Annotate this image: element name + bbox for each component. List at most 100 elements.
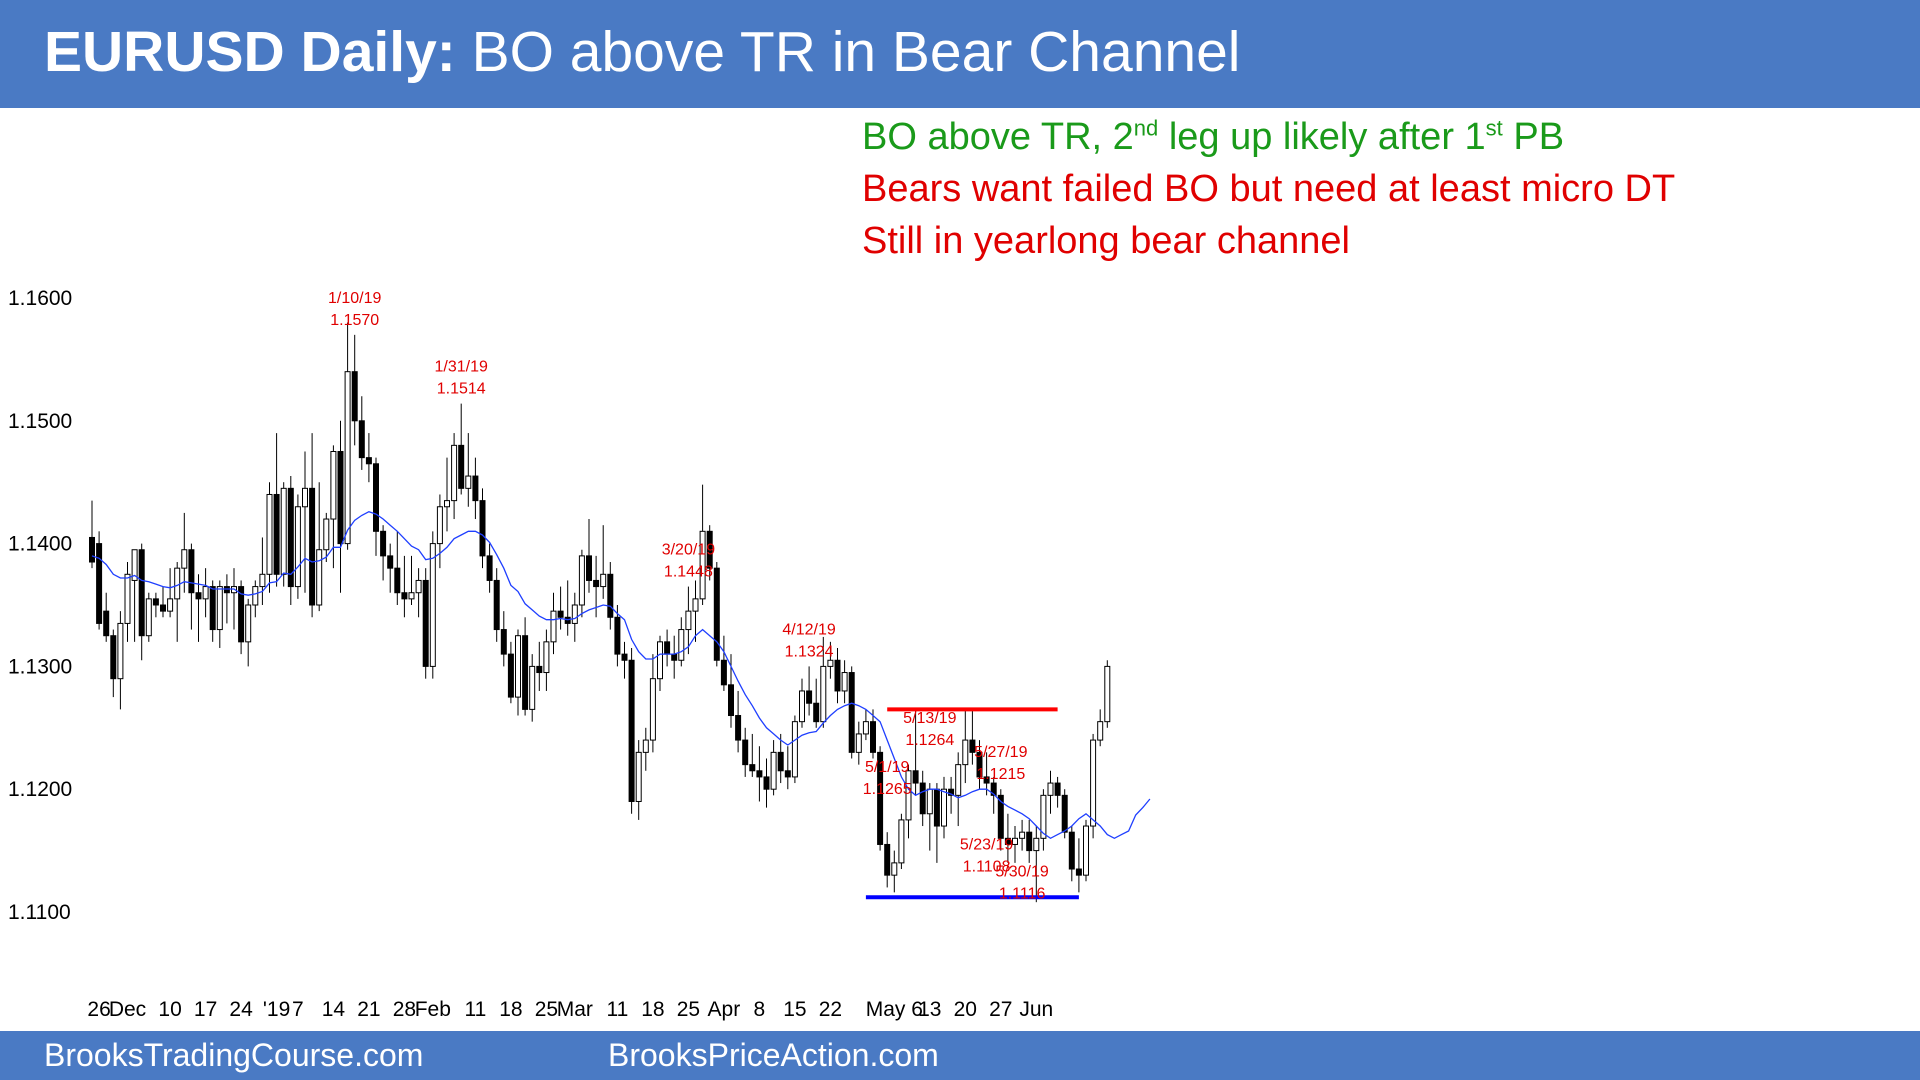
x-tick-label: Dec: [109, 998, 146, 1021]
candle-body-down: [103, 610, 110, 637]
candle: [884, 832, 891, 888]
annotation-date: 4/12/19: [782, 621, 835, 638]
candle: [770, 740, 777, 796]
candle-body-up: [855, 733, 862, 753]
candle-body-down: [777, 751, 784, 772]
candle: [664, 629, 671, 667]
x-tick-label: 10: [158, 998, 181, 1021]
candle: [550, 592, 557, 655]
candle: [962, 709, 969, 784]
y-tick-label: 1.1300: [8, 655, 72, 678]
candle: [898, 813, 905, 870]
candle-body-down: [287, 487, 294, 588]
candle-body-down: [1061, 794, 1068, 833]
candle: [1068, 826, 1075, 882]
candle: [287, 476, 294, 605]
candle: [699, 484, 706, 605]
candle: [415, 568, 422, 618]
candle-body-down: [138, 549, 145, 637]
annotation-date: 5/27/19: [974, 744, 1027, 761]
candle-body-up: [145, 598, 152, 637]
x-tick-label: 18: [499, 998, 522, 1021]
x-tick-label: 11: [464, 998, 486, 1021]
candle-body-down: [351, 371, 358, 422]
candle-body-up: [685, 610, 692, 631]
candle-body-down: [784, 770, 791, 778]
candle-body-down: [742, 739, 749, 766]
candle-body-down: [763, 776, 770, 790]
candle-body-up: [1090, 739, 1097, 827]
x-tick-label: 14: [322, 998, 346, 1021]
candle-body-down: [458, 444, 465, 489]
candle: [195, 574, 202, 642]
candle: [600, 525, 607, 599]
x-tick-label: 21: [357, 998, 380, 1021]
annotation-date: 1/31/19: [435, 359, 488, 376]
candle: [309, 433, 316, 618]
candle-body-down: [614, 616, 621, 655]
candle: [969, 710, 976, 765]
candle-body-up: [1012, 837, 1018, 845]
candle-body-up: [649, 678, 656, 741]
x-tick-label: Feb: [415, 998, 451, 1021]
candle-body-down: [373, 463, 379, 532]
candle: [983, 752, 990, 796]
candle-body-down: [969, 739, 976, 753]
candle: [486, 543, 493, 593]
candle: [614, 605, 621, 667]
candle-body-up: [316, 549, 323, 606]
candle: [543, 629, 550, 691]
candle: [948, 776, 955, 814]
y-tick-label: 1.1600: [8, 287, 72, 310]
annotation-price: 1.1448: [664, 564, 713, 581]
candle: [649, 654, 656, 753]
candle: [160, 586, 166, 618]
candle-body-down: [486, 555, 493, 581]
note-line-1: BO above TR, 2nd leg up likely after 1st…: [862, 115, 1564, 161]
x-tick-label: 18: [641, 998, 664, 1021]
candle: [1083, 819, 1089, 882]
x-tick-label: 8: [754, 998, 766, 1021]
x-tick-label: 7: [292, 998, 304, 1021]
candle: [323, 512, 330, 563]
candle-body-up: [124, 573, 131, 624]
candle: [167, 568, 174, 618]
candlestick-chart: 1.1600 1.1500 1.1400 1.1300 1.1200 1.1100 26D…: [8, 287, 1151, 1021]
candle-body-down: [813, 702, 820, 723]
candle: [784, 746, 791, 790]
candle: [522, 617, 529, 716]
candle-body-up: [181, 549, 188, 569]
footer-link-trading-course[interactable]: BrooksTradingCourse.com: [44, 1037, 424, 1073]
candle-body-down: [834, 659, 841, 692]
candle-body-down: [472, 475, 479, 502]
candle: [507, 641, 514, 704]
candle: [294, 494, 301, 599]
candle-body-down: [309, 487, 316, 606]
note-line-1-c: PB: [1502, 116, 1565, 158]
footer-link-price-action[interactable]: BrooksPriceAction.com: [608, 1037, 939, 1073]
candle-body-down: [713, 567, 720, 661]
candle: [706, 525, 713, 581]
candle: [642, 727, 649, 771]
candle: [188, 543, 195, 630]
candle-body-down: [273, 493, 280, 575]
candle-body-up: [323, 518, 330, 551]
x-tick-label: 22: [819, 998, 842, 1021]
y-tick-label: 1.1100: [8, 901, 71, 924]
candle-body-up: [791, 721, 798, 778]
candle: [117, 611, 124, 710]
candle-body-down: [365, 457, 372, 465]
candle-body-down: [664, 641, 671, 655]
candle: [316, 482, 323, 612]
candle: [1026, 819, 1033, 863]
candle: [628, 647, 635, 814]
candle-body-up: [515, 635, 521, 698]
candle: [110, 629, 117, 698]
x-tick-label: 20: [954, 998, 977, 1021]
candle: [387, 543, 394, 593]
candle-body-down: [997, 794, 1004, 839]
candle-body-up: [436, 506, 443, 545]
candle-body-up: [642, 739, 649, 753]
candle-body-down: [919, 782, 926, 815]
